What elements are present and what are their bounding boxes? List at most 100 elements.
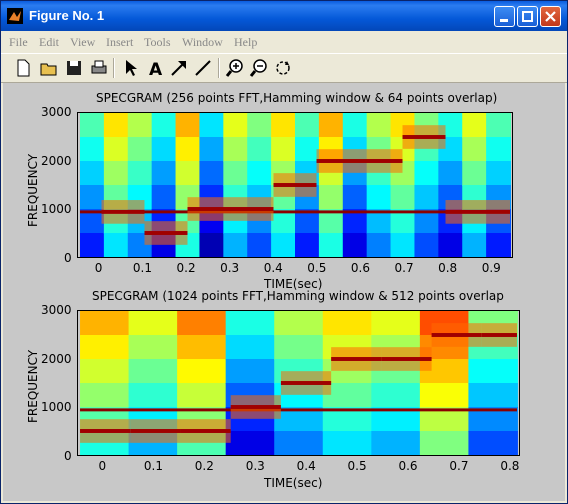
- spectrogram-cell: [79, 161, 105, 186]
- zoom-out-icon[interactable]: [249, 58, 269, 78]
- menu-view[interactable]: View: [70, 35, 96, 49]
- tone-segment-2: [180, 429, 231, 433]
- spectrogram-cell: [223, 137, 249, 162]
- spectrogram-cell: [295, 233, 320, 257]
- spectrogram-cell: [468, 431, 518, 455]
- tone-segment-4: [273, 183, 317, 187]
- spectrogram-cell: [295, 113, 320, 138]
- spectrogram-cell: [103, 161, 129, 186]
- x-tick-label: 0.1: [132, 261, 152, 275]
- x-tick-label: 0.3: [245, 459, 265, 473]
- x-tick-label: 0.2: [194, 459, 214, 473]
- insert-line-icon[interactable]: [193, 58, 213, 78]
- tone-segment-8: [481, 333, 517, 337]
- title-bar[interactable]: Figure No. 1: [1, 1, 567, 31]
- new-figure-icon[interactable]: [13, 58, 33, 78]
- spectrogram-cell: [414, 161, 440, 186]
- spectrogram-cell: [175, 113, 201, 138]
- x-tick-label: 0.2: [176, 261, 196, 275]
- tone-segment-8: [445, 209, 511, 214]
- spectrogram-cell: [79, 113, 105, 138]
- x-tick-label: 0.8: [500, 459, 520, 473]
- x-tick-label: 0.7: [449, 459, 469, 473]
- menu-bar: File Edit View Insert Tools Window Help: [1, 31, 567, 53]
- chart-title-bottom: SPECGRAM (1024 points FFT,Hamming window…: [92, 289, 504, 303]
- y-tick-label: 0: [64, 251, 72, 265]
- tone-segment-4: [280, 381, 332, 385]
- spectrogram-cell: [199, 233, 225, 257]
- save-icon[interactable]: [64, 58, 84, 78]
- menu-file[interactable]: File: [9, 35, 28, 49]
- rotate-3d-icon[interactable]: [273, 58, 293, 78]
- minimize-icon: [500, 19, 508, 22]
- spectrogram-top: [77, 112, 513, 258]
- x-tick-label: 0.4: [296, 459, 316, 473]
- x-tick-label: 0.1: [143, 459, 163, 473]
- spectrogram-cell: [128, 311, 179, 336]
- insert-text-icon[interactable]: A: [145, 58, 165, 78]
- spectrogram-cell: [274, 311, 324, 336]
- spectrogram-cell: [468, 359, 518, 384]
- y-tick-label: 0: [64, 449, 72, 463]
- spectrogram-cell: [247, 113, 273, 138]
- tone-segment-1: [144, 231, 188, 235]
- spectrogram-cell: [199, 137, 225, 162]
- toolbar-separator: [113, 58, 115, 78]
- tone-segment-6: [359, 159, 403, 163]
- tone-segment-2: [187, 207, 231, 211]
- spectrogram-cell: [177, 383, 227, 408]
- spectrogram-cell: [223, 113, 249, 138]
- spectrogram-cell: [462, 137, 488, 162]
- menu-help[interactable]: Help: [234, 35, 258, 49]
- spectrogram-cell: [342, 233, 368, 257]
- spectrogram-cell: [225, 311, 276, 336]
- spectrogram-cell: [371, 383, 421, 408]
- spectrogram-cell: [318, 185, 344, 210]
- close-icon: [545, 11, 556, 22]
- x-axis-label-top: TIME(sec): [264, 277, 323, 291]
- spectrogram-cell: [175, 137, 201, 162]
- y-tick-label: 3000: [41, 105, 72, 119]
- maximize-button[interactable]: [517, 6, 538, 27]
- edit-plot-arrow-icon[interactable]: [121, 58, 141, 78]
- tone-segment-5: [316, 159, 360, 163]
- menu-tools[interactable]: Tools: [144, 35, 171, 49]
- x-tick-label: 0.4: [263, 261, 283, 275]
- spectrogram-cell: [462, 233, 488, 257]
- insert-arrow-icon[interactable]: [169, 58, 189, 78]
- menu-window[interactable]: Window: [182, 35, 223, 49]
- spectrogram-cell: [80, 335, 130, 360]
- spectrogram-cell: [80, 359, 130, 384]
- spectrogram-cell: [271, 233, 296, 257]
- maximize-icon: [522, 11, 533, 22]
- tone-segment-7: [402, 135, 446, 139]
- x-tick-label: 0.3: [220, 261, 240, 275]
- spectrogram-cell: [199, 161, 225, 186]
- spectrogram-cell: [486, 137, 511, 162]
- spectrogram-cell: [342, 113, 368, 138]
- spectrogram-cell: [199, 113, 225, 138]
- toolbar-separator: [218, 58, 220, 78]
- spectrogram-cell: [438, 161, 464, 186]
- spectrogram-cell: [342, 185, 368, 210]
- close-button[interactable]: [540, 6, 561, 27]
- background-tone-line: [79, 210, 511, 214]
- spectrogram-cell: [322, 311, 373, 336]
- spectrogram-cell: [462, 161, 488, 186]
- spectrogram-cell: [103, 233, 129, 257]
- spectrogram-cell: [128, 359, 179, 384]
- spectrogram-cell: [486, 113, 511, 138]
- spectrogram-cell: [175, 161, 201, 186]
- menu-edit[interactable]: Edit: [39, 35, 59, 49]
- menu-insert[interactable]: Insert: [106, 35, 134, 49]
- y-tick-label: 2000: [41, 351, 72, 366]
- figure-canvas: SPECGRAM (256 points FFT,Hamming window …: [3, 83, 565, 501]
- x-tick-label: 0.7: [394, 261, 414, 275]
- minimize-button[interactable]: [494, 6, 515, 27]
- y-tick-label: 1000: [41, 202, 72, 217]
- zoom-in-icon[interactable]: [225, 58, 245, 78]
- spectrogram-cell: [127, 161, 153, 186]
- print-icon[interactable]: [89, 58, 109, 78]
- open-icon[interactable]: [39, 58, 59, 78]
- x-tick-label: 0.5: [347, 459, 367, 473]
